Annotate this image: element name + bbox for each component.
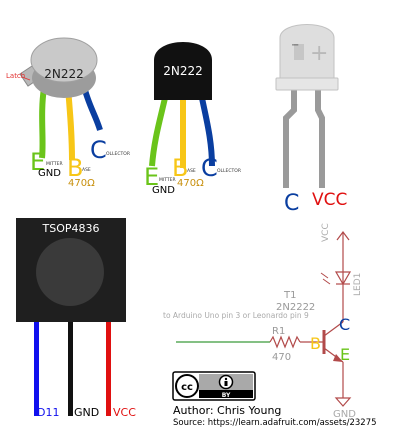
sch-collector bbox=[323, 321, 344, 337]
led-minus: − bbox=[291, 40, 299, 51]
plastic-e-letter: E bbox=[144, 163, 159, 191]
sch-r-value: 470 bbox=[272, 352, 291, 363]
plastic-emitter-lead bbox=[149, 97, 168, 167]
led-anvil bbox=[294, 44, 304, 60]
cc-logo-icon bbox=[175, 374, 199, 398]
receiver-label-gnd: GND bbox=[74, 406, 99, 419]
metal-e-gnd: GND bbox=[38, 168, 61, 179]
metal-c-letter: C bbox=[90, 136, 107, 164]
sch-led-symbol bbox=[334, 271, 352, 286]
receiver-label-d11: D11 bbox=[37, 406, 59, 419]
attribution-icon-head bbox=[224, 377, 228, 381]
led-pin-c: C bbox=[284, 191, 299, 216]
sch-input-note: to Arduino Uno pin 3 or Leonardo pin 9 bbox=[163, 311, 309, 320]
plastic-collector-lead bbox=[199, 97, 215, 167]
plastic-b-letter: B bbox=[172, 154, 188, 182]
cc-by-badge: cc BY bbox=[172, 371, 256, 401]
sch-led-ray-1 bbox=[320, 272, 329, 279]
plastic-c-small: OLLECTOR bbox=[217, 168, 241, 174]
led-pin-vcc: VCC bbox=[312, 190, 347, 210]
ir-led: − + C VCC bbox=[275, 24, 347, 216]
emitter-lead bbox=[39, 87, 47, 159]
receiver-pin-vcc bbox=[106, 320, 111, 416]
sch-gnd: GND bbox=[333, 409, 356, 420]
can-top bbox=[30, 37, 98, 83]
receiver-pin-data bbox=[34, 320, 39, 416]
led-dome bbox=[279, 24, 335, 81]
receiver-pin-gnd bbox=[68, 320, 73, 416]
sch-resistor bbox=[269, 335, 301, 349]
plastic-part-label: 2N222 bbox=[163, 64, 203, 78]
metal-transistor: 2N222 Latch E MITTER GND B ASE 470Ω C OL… bbox=[6, 37, 130, 189]
metal-part-label: 2N222 bbox=[44, 67, 84, 81]
collector-lead bbox=[81, 85, 103, 131]
sch-c-label: C bbox=[339, 315, 350, 334]
led-plus: + bbox=[310, 41, 328, 66]
plastic-e-small: MITTER bbox=[159, 177, 176, 183]
plastic-transistor: 2N222 E MITTER GND B ASE 470Ω C OLLECTOR bbox=[144, 42, 241, 196]
credit-source: Source: https://learn.adafruit.com/asset… bbox=[173, 418, 377, 428]
receiver-name: TSOP4836 bbox=[42, 222, 100, 235]
sch-led-ray-2 bbox=[322, 278, 331, 285]
metal-b-letter: B bbox=[67, 154, 83, 182]
sch-emitter-arrow bbox=[333, 354, 343, 362]
attribution-icon-body bbox=[224, 381, 228, 386]
plastic-e-gnd: GND bbox=[152, 185, 175, 196]
sch-gnd-symbol bbox=[334, 397, 352, 407]
sch-r-ref: R1 bbox=[272, 326, 285, 337]
sch-t-ref: T1 bbox=[283, 290, 296, 301]
led-right-leg bbox=[315, 84, 325, 188]
plastic-b-small: ASE bbox=[187, 168, 196, 174]
sch-t-part: 2N2222 bbox=[276, 302, 315, 313]
sch-e-label: E bbox=[340, 345, 350, 364]
led-rim bbox=[275, 77, 339, 91]
sch-b-label: B bbox=[310, 334, 321, 353]
metal-e-small: MITTER bbox=[46, 161, 63, 167]
sch-led-ref: LED1 bbox=[353, 273, 363, 296]
cc-logo-text: cc bbox=[181, 382, 193, 393]
ir-receiver: TSOP4836 D11 GND VCC bbox=[16, 218, 136, 419]
metal-e-letter: E bbox=[30, 148, 45, 176]
plastic-b-470: 470Ω bbox=[177, 178, 204, 189]
schematic: VCC LED1 T1 2N2222 to Arduino Uno pin 3 … bbox=[163, 223, 363, 420]
cc-badge-black bbox=[199, 390, 253, 398]
latch-pointer bbox=[21, 76, 31, 81]
sch-vcc: VCC bbox=[321, 223, 331, 242]
plastic-body bbox=[154, 42, 212, 100]
metal-b-470: 470Ω bbox=[68, 178, 95, 189]
metal-c-small: OLLECTOR bbox=[106, 151, 130, 157]
receiver-label-vcc: VCC bbox=[113, 406, 136, 419]
latch-label: Latch bbox=[6, 72, 25, 80]
plastic-c-letter: C bbox=[201, 154, 218, 182]
cc-by-text: BY bbox=[222, 392, 231, 399]
base-lead bbox=[65, 87, 75, 161]
credit-author: Author: Chris Young bbox=[173, 404, 281, 417]
metal-b-small: ASE bbox=[82, 167, 91, 173]
led-left-leg bbox=[283, 84, 297, 188]
receiver-lens bbox=[36, 238, 104, 306]
